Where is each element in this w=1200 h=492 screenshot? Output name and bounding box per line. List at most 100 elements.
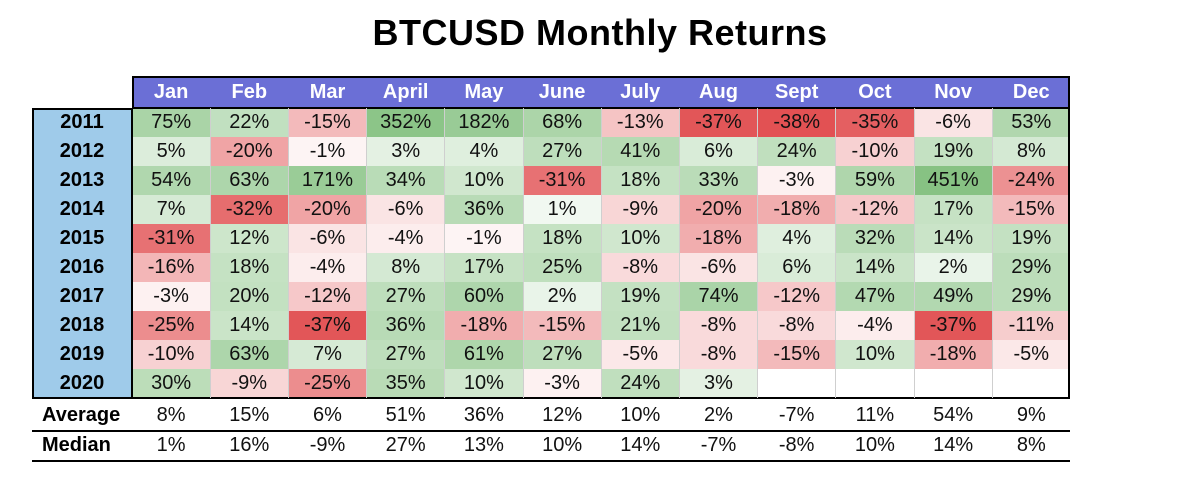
- return-cell: -15%: [288, 108, 367, 137]
- summary-cell: 6%: [313, 404, 342, 426]
- return-cell: 352%: [366, 108, 445, 137]
- summary-cell: 10%: [854, 434, 895, 456]
- return-cell: 7%: [288, 340, 367, 369]
- month-header-july: July: [620, 80, 661, 103]
- month-header-band: [132, 76, 1071, 108]
- return-cell: 21%: [601, 311, 680, 340]
- month-header-may: May: [464, 80, 504, 103]
- summary-underline: [32, 430, 1071, 432]
- return-cell: 54%: [132, 166, 211, 195]
- return-cell: 5%: [132, 137, 211, 166]
- return-cell: 4%: [757, 224, 836, 253]
- header-border-top: [132, 76, 1071, 78]
- return-cell: -37%: [288, 311, 367, 340]
- return-cell: -37%: [679, 108, 758, 137]
- return-cell: 22%: [210, 108, 289, 137]
- return-cell: -5%: [992, 340, 1071, 369]
- return-cell: 17%: [914, 195, 993, 224]
- return-cell: -18%: [444, 311, 523, 340]
- return-cell: -31%: [523, 166, 602, 195]
- return-cell: -25%: [132, 311, 211, 340]
- summary-cell: 14%: [620, 434, 661, 456]
- month-header-june: June: [538, 80, 586, 103]
- table-border-right: [1068, 108, 1071, 398]
- return-cell: -18%: [679, 224, 758, 253]
- month-header-mar: Mar: [309, 80, 346, 103]
- return-cell: -20%: [679, 195, 758, 224]
- return-cell: [992, 369, 1071, 398]
- return-cell: -15%: [992, 195, 1071, 224]
- return-cell: -1%: [444, 224, 523, 253]
- return-cell: -15%: [757, 340, 836, 369]
- month-header-oct: Oct: [858, 80, 892, 103]
- return-cell: -4%: [835, 311, 914, 340]
- return-cell: 19%: [992, 224, 1071, 253]
- year-border-top: [32, 108, 132, 110]
- return-cell: -18%: [914, 340, 993, 369]
- return-cell: 30%: [132, 369, 211, 398]
- return-cell: 27%: [523, 137, 602, 166]
- month-header-dec: Dec: [1012, 80, 1050, 103]
- header-border-left: [132, 76, 134, 108]
- return-cell: -8%: [679, 340, 758, 369]
- return-cell: 10%: [601, 224, 680, 253]
- year-label-2012: 2012: [59, 140, 105, 162]
- table-border-left: [32, 108, 34, 398]
- summary-cell: 12%: [542, 404, 583, 426]
- return-cell: -3%: [757, 166, 836, 195]
- return-cell: -8%: [679, 311, 758, 340]
- column-divider: [444, 108, 446, 398]
- return-cell: 7%: [132, 195, 211, 224]
- return-cell: -1%: [288, 137, 367, 166]
- return-cell: -4%: [288, 253, 367, 282]
- summary-cell: 8%: [1016, 434, 1046, 456]
- return-cell: -12%: [835, 195, 914, 224]
- column-divider: [366, 108, 368, 398]
- year-label-2018: 2018: [59, 314, 105, 336]
- return-cell: 63%: [210, 166, 289, 195]
- year-label-2011: 2011: [60, 111, 104, 133]
- summary-cell: -9%: [309, 434, 346, 456]
- summary-cell: 16%: [229, 434, 270, 456]
- year-divider: [131, 108, 133, 398]
- year-label-2017: 2017: [59, 285, 105, 307]
- chart-title: BTCUSD Monthly Returns: [372, 12, 828, 53]
- summary-cell: 8%: [156, 404, 186, 426]
- return-cell: 2%: [914, 253, 993, 282]
- summary-cell: -8%: [778, 434, 815, 456]
- summary-label-median: Median: [42, 434, 111, 456]
- return-cell: 68%: [523, 108, 602, 137]
- return-cell: -16%: [132, 253, 211, 282]
- year-label-2015: 2015: [59, 227, 105, 249]
- return-cell: -20%: [210, 137, 289, 166]
- summary-cell: 14%: [933, 434, 974, 456]
- return-cell: 74%: [679, 282, 758, 311]
- return-cell: -3%: [523, 369, 602, 398]
- return-cell: 75%: [132, 108, 211, 137]
- column-divider: [678, 108, 680, 398]
- return-cell: 14%: [210, 311, 289, 340]
- return-cell: 14%: [835, 253, 914, 282]
- return-cell: -20%: [288, 195, 367, 224]
- return-cell: [757, 369, 836, 398]
- return-cell: 3%: [679, 369, 758, 398]
- return-cell: 6%: [757, 253, 836, 282]
- summary-cell: 2%: [704, 404, 733, 426]
- return-cell: 49%: [914, 282, 993, 311]
- return-cell: 451%: [914, 166, 993, 195]
- month-header-jan: Jan: [153, 80, 189, 103]
- year-label-2014: 2014: [59, 198, 105, 220]
- return-cell: -25%: [288, 369, 367, 398]
- return-cell: -10%: [835, 137, 914, 166]
- summary-cell: 11%: [855, 404, 895, 426]
- month-header-nov: Nov: [934, 80, 972, 103]
- return-cell: 61%: [444, 340, 523, 369]
- summary-cell: 36%: [463, 404, 504, 426]
- return-cell: 32%: [835, 224, 914, 253]
- return-cell: -6%: [679, 253, 758, 282]
- month-header-aug: Aug: [699, 80, 738, 103]
- return-cell: -9%: [210, 369, 289, 398]
- return-cell: 10%: [835, 340, 914, 369]
- return-cell: 27%: [366, 340, 445, 369]
- month-header-sept: Sept: [775, 80, 819, 103]
